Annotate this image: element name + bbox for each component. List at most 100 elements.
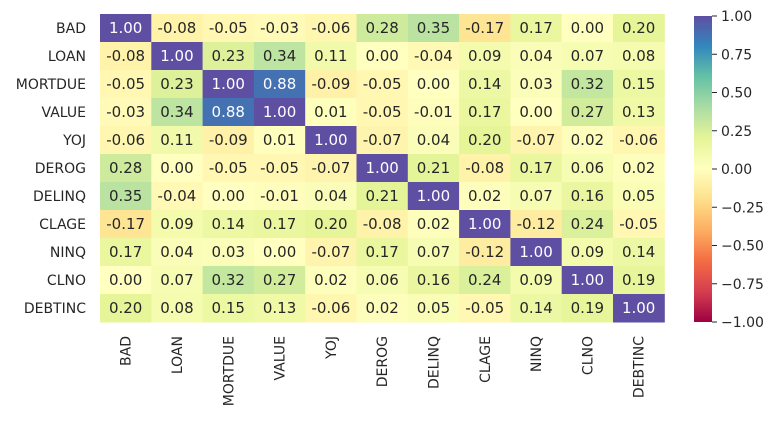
heatmap-cells: 1.00 -0.08 -0.05 -0.03 -0.06 0.28 0.35 -0.17 0.1… <box>100 14 665 323</box>
heatmap-cell <box>202 154 255 183</box>
heatmap-cell <box>356 126 409 155</box>
heatmap-cell <box>459 266 511 295</box>
cell-value-label: 0.17 <box>519 19 552 37</box>
heatmap-cell <box>613 266 665 295</box>
heatmap-cell <box>356 98 409 127</box>
cell-value-label: 0.20 <box>622 19 655 37</box>
heatmap-cell <box>510 238 563 267</box>
cell-value-label: 1.00 <box>622 299 655 317</box>
heatmap-cell <box>510 154 563 183</box>
cell-value-label: -0.07 <box>363 131 402 149</box>
cell-value-label: 0.88 <box>212 103 245 121</box>
cell-value-label: 0.34 <box>160 103 193 121</box>
heatmap-cell <box>613 98 665 127</box>
cell-value-label: 0.17 <box>468 103 501 121</box>
cell-value-label: 0.28 <box>109 159 142 177</box>
y-tick-label: DEBTINC <box>24 301 86 317</box>
cell-value-label: -0.08 <box>106 47 145 65</box>
heatmap-cell <box>100 182 152 211</box>
heatmap-cell <box>253 238 306 267</box>
colorbar-tick-label: −1.00 <box>721 315 764 331</box>
cell-value-label: 0.15 <box>212 299 245 317</box>
cell-value-label: 0.23 <box>160 75 193 93</box>
heatmap-cell <box>407 126 460 155</box>
heatmap-cell <box>151 238 204 267</box>
heatmap-cell <box>100 266 152 295</box>
heatmap-cell <box>407 182 460 211</box>
heatmap-cell <box>202 98 255 127</box>
cell-value-label: 1.00 <box>365 159 398 177</box>
cell-value-label: -0.12 <box>517 215 556 233</box>
heatmap-cell <box>305 154 357 183</box>
x-tick-label: YOJ <box>324 336 340 360</box>
heatmap-cell <box>561 154 614 183</box>
cell-value-label: 0.02 <box>417 215 450 233</box>
heatmap-cell <box>459 14 511 43</box>
heatmap-cell <box>356 70 409 99</box>
x-tick-label: CLAGE <box>478 336 494 383</box>
cell-value-label: 0.23 <box>212 47 245 65</box>
cell-value-label: -0.09 <box>311 75 350 93</box>
heatmap-cell <box>407 154 460 183</box>
cell-value-label: 0.08 <box>622 47 655 65</box>
cell-value-label: -0.05 <box>106 75 145 93</box>
heatmap-cell <box>459 70 511 99</box>
cell-value-label: 0.00 <box>263 243 296 261</box>
x-tick-label: BAD <box>119 336 135 366</box>
cell-value-label: 0.08 <box>160 299 193 317</box>
cell-value-label: 0.01 <box>314 103 347 121</box>
heatmap-cell <box>202 70 255 99</box>
heatmap-cell <box>356 182 409 211</box>
x-tick-label: MORTDUE <box>221 336 237 406</box>
heatmap-cell <box>459 98 511 127</box>
y-axis-labels: BAD LOAN MORTDUE VALUE YOJ DEROG DELINQ CLAGE NI… <box>16 21 86 317</box>
heatmap-cell <box>305 266 357 295</box>
cell-value-label: -0.05 <box>209 159 248 177</box>
heatmap-cell <box>356 14 409 43</box>
cell-value-label: 0.14 <box>519 299 552 317</box>
cell-value-label: 0.05 <box>417 299 450 317</box>
cell-value-label: -0.05 <box>209 19 248 37</box>
heatmap-cell <box>305 42 357 71</box>
cell-value-label: 0.02 <box>314 271 347 289</box>
cell-value-label: 0.17 <box>519 159 552 177</box>
heatmap-cell <box>613 70 665 99</box>
colorbar-tick-label: −0.75 <box>721 277 764 293</box>
cell-value-label: 0.00 <box>571 19 604 37</box>
x-tick-label: CLNO <box>580 336 596 375</box>
heatmap-cell <box>613 182 665 211</box>
cell-value-label: 0.06 <box>571 159 604 177</box>
heatmap-cell <box>305 238 357 267</box>
cell-value-label: 1.00 <box>314 131 347 149</box>
heatmap-cell <box>202 294 255 323</box>
cell-value-label: 0.14 <box>468 75 501 93</box>
heatmap-cell <box>100 210 152 239</box>
heatmap-cell <box>407 266 460 295</box>
heatmap-cell <box>202 238 255 267</box>
cell-value-label: 0.00 <box>365 47 398 65</box>
cell-value-label: 0.17 <box>263 215 296 233</box>
heatmap-cell <box>253 294 306 323</box>
cell-value-label: 0.27 <box>263 271 296 289</box>
heatmap-cell <box>100 70 152 99</box>
cell-value-label: 0.32 <box>212 271 245 289</box>
heatmap-cell <box>356 238 409 267</box>
cell-value-label: -0.09 <box>209 131 248 149</box>
cell-value-label: 0.09 <box>571 243 604 261</box>
y-tick-label: NINQ <box>50 245 86 261</box>
heatmap-cell <box>459 294 511 323</box>
cell-value-label: 0.21 <box>417 159 450 177</box>
x-tick-label: DELINQ <box>426 336 442 389</box>
cell-value-label: 0.09 <box>468 47 501 65</box>
cell-value-label: 0.24 <box>468 271 501 289</box>
cell-value-label: 0.34 <box>263 47 296 65</box>
cell-value-label: 1.00 <box>571 271 604 289</box>
cell-value-label: 0.04 <box>314 187 347 205</box>
cell-value-label: 0.19 <box>571 299 604 317</box>
cell-value-label: -0.06 <box>311 299 350 317</box>
heatmap-cell <box>510 182 563 211</box>
cell-value-label: -0.01 <box>260 187 299 205</box>
cell-value-label: -0.17 <box>106 215 145 233</box>
cell-value-label: 0.02 <box>468 187 501 205</box>
